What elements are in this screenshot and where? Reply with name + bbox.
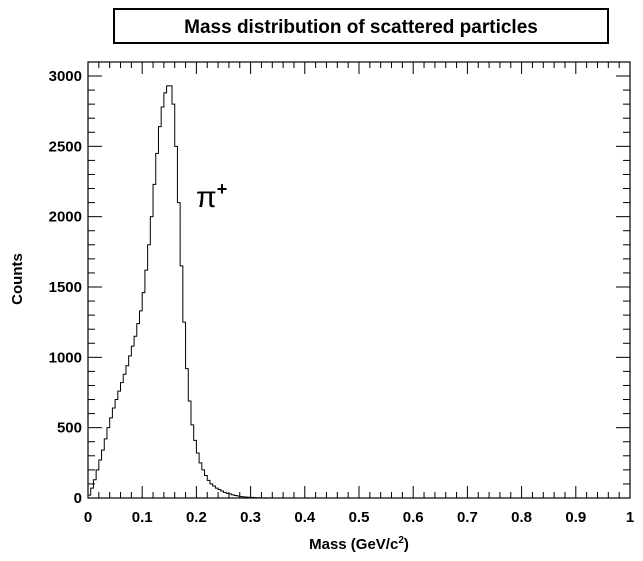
x-tick-labels: 0 0.1 0.2 0.3 0.4 0.5 0.6 0.7 0.8 0.9 1 [84,509,634,526]
x-tick-label: 0.7 [457,509,478,526]
x-axis-label: Mass (GeV/c2) [309,535,409,553]
x-axis-label-text: Mass (GeV/c [309,536,398,553]
x-tick-label: 0.1 [132,509,153,526]
x-tick-label: 1 [626,509,634,526]
x-axis-label-tail: ) [404,536,409,553]
x-tick-label: 0.2 [186,509,207,526]
y-tick-label: 2000 [49,209,82,226]
histogram-series-line [87,85,281,499]
annotation-symbol: π [196,181,217,214]
x-tick-label: 0.9 [565,509,586,526]
axis-ticks [87,62,631,499]
x-tick-label: 0.4 [294,509,316,526]
title-box [113,8,609,44]
y-tick-label: 1000 [49,349,82,366]
y-tick-labels: 0 500 1000 1500 2000 2500 3000 [49,68,82,507]
annotation-superscript: + [217,179,228,199]
y-tick-label: 0 [74,490,82,507]
y-axis-label: Counts [9,253,26,305]
y-tick-label: 500 [57,420,82,437]
x-tick-label: 0.8 [511,509,532,526]
x-tick-label: 0 [84,509,92,526]
y-tick-label: 3000 [49,68,82,85]
pi-plus-annotation: π+ [196,179,227,214]
y-tick-label: 2500 [49,138,82,155]
x-tick-label: 0.6 [403,509,424,526]
x-tick-label: 0.3 [240,509,261,526]
y-tick-label: 1500 [49,279,82,296]
plot-frame [87,61,631,499]
x-tick-label: 0.5 [349,509,370,526]
chart-title: Mass distribution of scattered particles [184,17,538,38]
x-axis-label-superscript: 2 [398,535,404,546]
